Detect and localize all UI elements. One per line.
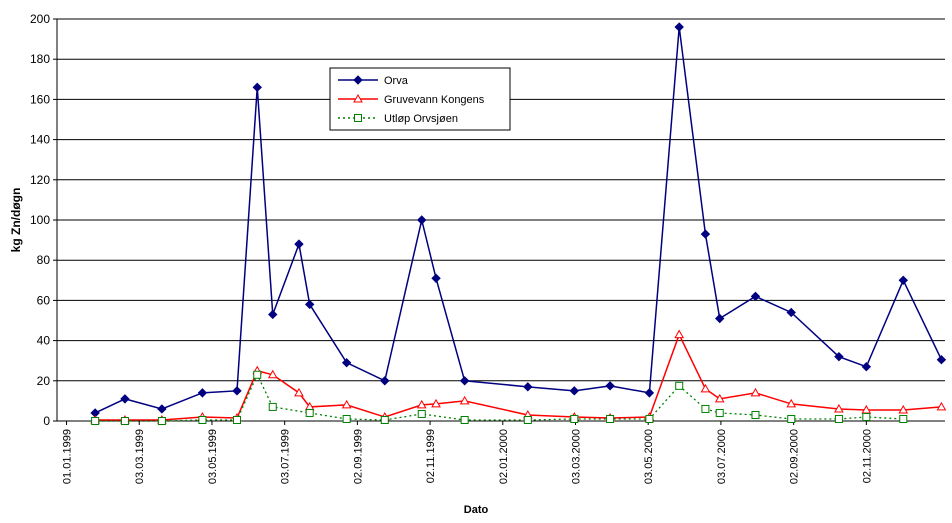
point	[267, 369, 278, 379]
y-tick-label: 180	[30, 52, 50, 66]
point	[120, 417, 129, 425]
legend-label: Utløp Orvsjøen	[384, 113, 458, 125]
point	[715, 313, 725, 324]
point	[268, 309, 278, 320]
point	[898, 404, 909, 414]
point	[834, 414, 843, 423]
y-tick-label: 120	[30, 173, 50, 187]
x-tick-label: 02.11.2000	[861, 429, 873, 483]
point	[268, 402, 277, 411]
point	[416, 399, 427, 409]
y-tick-label: 60	[37, 293, 51, 307]
point	[341, 358, 352, 368]
point	[294, 239, 304, 249]
point	[570, 414, 579, 423]
y-tick-label: 200	[30, 12, 50, 26]
x-axis-title: Dato	[464, 504, 489, 516]
point	[569, 386, 580, 396]
legend-marker	[353, 93, 363, 103]
point	[197, 388, 208, 398]
y-tick-label: 140	[30, 133, 50, 147]
point	[253, 370, 262, 379]
point	[459, 395, 470, 405]
point	[120, 394, 130, 404]
y-tick-label: 0	[43, 414, 50, 428]
point	[252, 82, 262, 93]
point	[834, 351, 844, 362]
point	[645, 414, 654, 423]
y-tick-label: 160	[30, 92, 50, 106]
series-line	[95, 373, 904, 422]
point	[342, 414, 351, 423]
point	[157, 417, 166, 425]
point	[701, 404, 710, 413]
point	[606, 414, 615, 423]
point	[862, 412, 871, 421]
x-tick-label: 03.03.2000	[570, 429, 582, 484]
point	[460, 415, 469, 424]
point	[786, 398, 797, 408]
y-tick-label: 20	[37, 374, 51, 388]
point	[936, 354, 947, 365]
y-tick-label: 100	[30, 213, 50, 227]
x-tick-label: 03.03.1999	[134, 429, 146, 484]
point	[605, 381, 615, 391]
point	[700, 229, 711, 239]
point	[417, 215, 427, 225]
legend-marker	[353, 75, 363, 85]
point	[304, 299, 315, 310]
y-tick-label: 80	[37, 253, 51, 267]
x-tick-label: 02.09.1999	[352, 429, 364, 484]
point	[751, 410, 760, 419]
x-tick-label: 02.01.2000	[498, 429, 510, 484]
point	[674, 329, 685, 339]
point	[861, 362, 872, 372]
x-tick-label: 02.11.1999	[425, 429, 437, 483]
point	[786, 307, 796, 318]
point	[157, 404, 167, 414]
point	[431, 273, 441, 283]
y-axis-title: kg Zn/døgn	[9, 188, 23, 253]
point	[644, 388, 655, 398]
point	[714, 393, 725, 403]
point	[431, 398, 441, 408]
legend-label: Gruvevann Kongens	[384, 94, 485, 106]
point	[91, 417, 100, 425]
legend-label: Orva	[384, 75, 409, 87]
legend-marker	[354, 114, 362, 122]
x-tick-label: 03.05.2000	[643, 429, 655, 484]
point	[899, 414, 908, 423]
point	[523, 415, 532, 424]
point	[674, 22, 684, 32]
point	[380, 376, 390, 386]
point	[232, 415, 241, 424]
x-tick-label: 03.07.2000	[716, 429, 728, 484]
point	[898, 275, 908, 286]
point	[198, 415, 207, 424]
point	[305, 408, 314, 417]
point	[834, 403, 844, 413]
point	[417, 409, 426, 418]
point	[750, 387, 761, 397]
x-tick-label: 02.09.2000	[789, 429, 801, 484]
point	[232, 386, 242, 396]
point	[715, 408, 724, 417]
point	[861, 404, 872, 414]
point	[787, 414, 796, 423]
x-tick-label: 03.07.1999	[280, 429, 292, 484]
point	[700, 383, 711, 393]
point	[459, 376, 470, 386]
point	[380, 415, 389, 424]
x-tick-label: 03.05.1999	[207, 429, 219, 484]
point	[936, 401, 947, 411]
y-tick-label: 40	[37, 334, 51, 348]
point	[750, 291, 761, 302]
point	[523, 382, 533, 392]
point	[675, 381, 684, 390]
x-tick-label: 01.01.1999	[62, 429, 74, 484]
point	[341, 399, 352, 409]
point	[294, 387, 304, 397]
